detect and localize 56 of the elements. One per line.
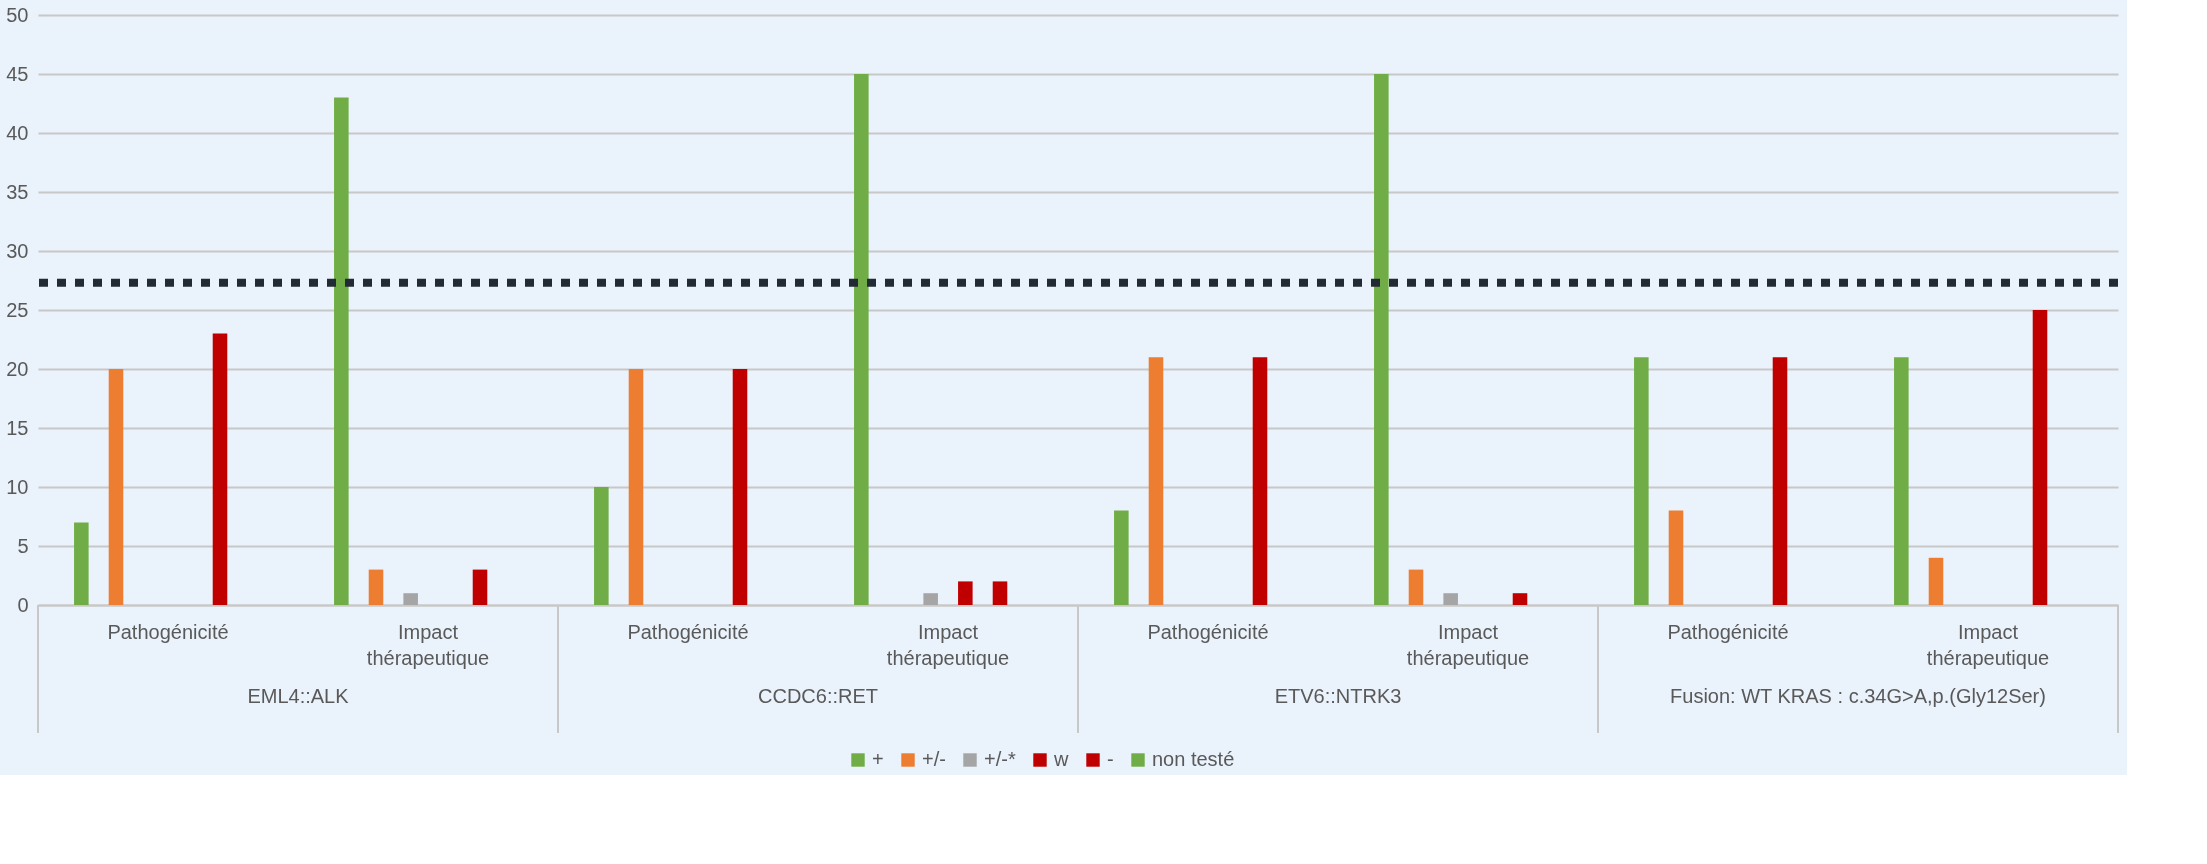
bar bbox=[403, 593, 418, 605]
bar bbox=[368, 569, 384, 605]
bar bbox=[108, 369, 124, 605]
text: CCDC6::RET bbox=[757, 685, 879, 707]
y-tick-label: 30 bbox=[6, 239, 29, 262]
x-tick-label: Impact thérapeutique bbox=[886, 621, 1010, 669]
bar bbox=[74, 522, 89, 605]
bar bbox=[334, 97, 349, 605]
bar bbox=[1148, 357, 1164, 605]
bar bbox=[212, 333, 228, 605]
bar bbox=[854, 74, 869, 605]
y-tick-label: 10 bbox=[6, 475, 29, 498]
x-tick-label: Impact thérapeutique bbox=[1926, 621, 2050, 669]
bar bbox=[732, 369, 748, 605]
y-tick-label: 35 bbox=[6, 180, 29, 203]
text: EML4::ALK bbox=[247, 685, 350, 707]
x-tick-label: Pathogénicité bbox=[1147, 621, 1269, 643]
x-tick-label: Pathogénicité bbox=[107, 621, 229, 643]
y-tick-label: 50 bbox=[6, 3, 29, 26]
bar bbox=[1374, 74, 1389, 605]
bar bbox=[1772, 357, 1788, 605]
text: ETV6::NTRK3 bbox=[1274, 685, 1402, 707]
bar bbox=[594, 487, 609, 605]
x-tick-label: Impact thérapeutique bbox=[1406, 621, 1530, 669]
y-tick-label: 40 bbox=[6, 121, 29, 144]
bar bbox=[1894, 357, 1909, 605]
y-tick-label: 5 bbox=[17, 534, 29, 557]
bar bbox=[2032, 310, 2048, 605]
y-tick-label: 45 bbox=[6, 62, 29, 85]
bar bbox=[923, 593, 938, 605]
bar bbox=[472, 569, 488, 605]
bar bbox=[1634, 357, 1649, 605]
bar bbox=[1512, 593, 1528, 605]
bar bbox=[628, 369, 644, 605]
legend-label: w bbox=[1053, 748, 1069, 770]
bar bbox=[992, 581, 1008, 605]
bar bbox=[1252, 357, 1268, 605]
bar bbox=[1668, 510, 1684, 605]
bar bbox=[1928, 557, 1944, 605]
y-tick-label: 25 bbox=[6, 298, 29, 321]
legend-label: +/- bbox=[922, 748, 946, 770]
y-tick-label: 0 bbox=[17, 593, 29, 616]
bar bbox=[958, 581, 973, 605]
x-tick-label: Pathogénicité bbox=[627, 621, 749, 643]
legend-label: +/-* bbox=[984, 748, 1016, 770]
x-tick-label: Impact thérapeutique bbox=[366, 621, 490, 669]
legend-label: + bbox=[872, 748, 884, 770]
bar bbox=[1408, 569, 1424, 605]
x-tick-label: Pathogénicité bbox=[1667, 621, 1789, 643]
y-tick-label: 15 bbox=[6, 416, 29, 439]
legend-label: non testé bbox=[1152, 748, 1235, 770]
legend-label: - bbox=[1107, 748, 1114, 770]
text: Fusion: WT KRAS : c.34G>A,p.(Gly12Ser) bbox=[1670, 685, 2046, 707]
bar bbox=[1114, 510, 1129, 605]
y-tick-label: 20 bbox=[6, 357, 29, 380]
bar bbox=[1443, 593, 1458, 605]
